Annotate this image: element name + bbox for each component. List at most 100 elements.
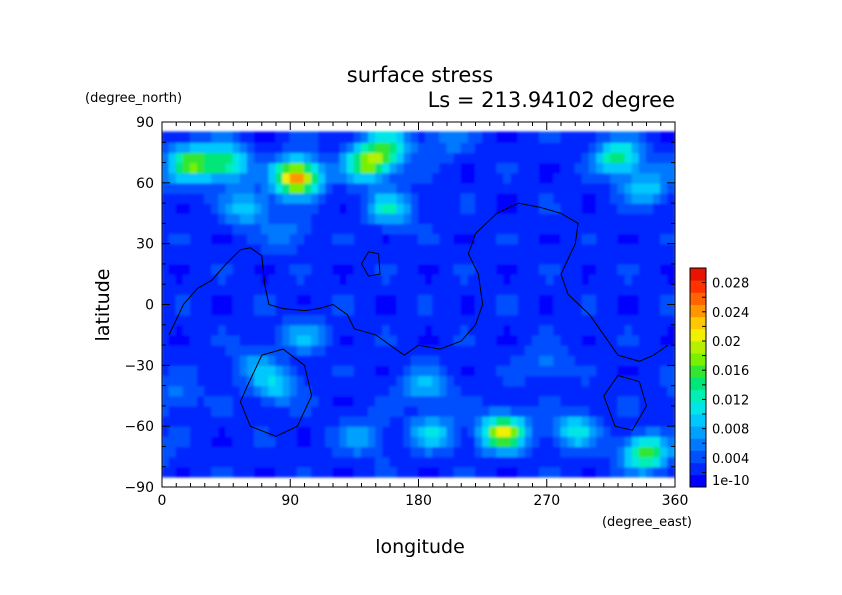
- heatmap-cell: [403, 314, 412, 326]
- heatmap-cell: [432, 161, 441, 174]
- heatmap-cell: [596, 202, 605, 214]
- colorbar-tick-label: 0.016: [712, 364, 749, 379]
- heatmap-cell: [482, 243, 491, 255]
- heatmap-cell: [218, 364, 227, 377]
- heatmap-cell: [596, 395, 605, 407]
- heatmap-cell: [553, 314, 562, 326]
- heatmap-cell: [403, 435, 412, 448]
- heatmap-cell: [581, 303, 591, 316]
- heatmap-cell: [311, 232, 320, 245]
- heatmap-cell: [204, 445, 213, 458]
- heatmap-cell: [197, 395, 206, 407]
- heatmap-cell: [446, 466, 455, 478]
- heatmap-cell: [275, 141, 284, 154]
- heatmap-cell: [332, 161, 341, 174]
- heatmap-cell: [517, 263, 526, 275]
- heatmap-cell: [460, 314, 469, 326]
- heatmap-cell: [204, 212, 213, 224]
- heatmap-cell: [332, 222, 341, 235]
- heatmap-cell: [667, 202, 675, 214]
- heatmap-cell: [660, 374, 669, 387]
- heatmap-cell: [510, 243, 519, 255]
- heatmap-cell: [439, 212, 448, 224]
- heatmap-cell: [631, 425, 640, 437]
- heatmap-cell: [268, 202, 277, 214]
- heatmap-cell: [417, 435, 427, 448]
- heatmap-cell: [517, 253, 526, 265]
- heatmap-cell: [638, 182, 648, 194]
- heatmap-cell: [432, 232, 441, 245]
- heatmap-cell: [581, 466, 591, 478]
- heatmap-cell: [254, 283, 263, 295]
- heatmap-cell: [624, 385, 633, 397]
- heatmap-cell: [268, 293, 277, 306]
- heatmap-cell: [531, 374, 541, 387]
- colorbar-segment: [690, 474, 706, 488]
- heatmap-cell: [403, 172, 412, 184]
- heatmap-cell: [368, 131, 377, 143]
- heatmap-cell: [653, 192, 662, 204]
- heatmap-cell: [474, 151, 484, 164]
- heatmap-cell: [581, 283, 591, 295]
- heatmap-cell: [539, 283, 548, 295]
- heatmap-cell: [631, 161, 640, 174]
- heatmap-cell: [318, 273, 327, 285]
- heatmap-cell: [218, 192, 227, 204]
- heatmap-cell: [638, 202, 648, 214]
- heatmap-cell: [254, 232, 263, 245]
- heatmap-cell: [162, 253, 170, 265]
- heatmap-cell: [382, 425, 391, 437]
- heatmap-cell: [453, 425, 462, 437]
- heatmap-cell: [239, 303, 249, 316]
- heatmap-cell: [339, 455, 348, 468]
- y-tick-label: 90: [136, 115, 154, 131]
- heatmap-cell: [218, 415, 227, 427]
- heatmap-cell: [546, 374, 555, 387]
- heatmap-cell: [239, 354, 249, 366]
- heatmap-cell: [232, 303, 241, 316]
- heatmap-cell: [489, 263, 498, 275]
- heatmap-cell: [189, 243, 199, 255]
- heatmap-cell: [610, 314, 619, 326]
- heatmap-cell: [432, 455, 441, 468]
- heatmap-cell: [389, 182, 398, 194]
- heatmap-cell: [524, 202, 534, 214]
- heatmap-cell: [439, 364, 448, 377]
- heatmap-cell: [275, 395, 284, 407]
- heatmap-cell: [474, 314, 484, 326]
- heatmap-cell: [360, 222, 370, 235]
- heatmap-cell: [289, 445, 298, 458]
- heatmap-cell: [596, 182, 605, 194]
- heatmap-cell: [332, 466, 341, 478]
- heatmap-cell: [603, 232, 612, 245]
- heatmap-cell: [303, 202, 313, 214]
- heatmap-cell: [603, 192, 612, 204]
- heatmap-cell: [261, 455, 270, 468]
- heatmap-cell: [282, 131, 291, 143]
- heatmap-cell: [282, 212, 291, 224]
- heatmap-cell: [225, 415, 234, 427]
- heatmap-cell: [524, 172, 534, 184]
- heatmap-cell: [425, 445, 434, 458]
- heatmap-cell: [261, 445, 270, 458]
- heatmap-cell: [282, 161, 291, 174]
- heatmap-cell: [467, 303, 477, 316]
- heatmap-cell: [360, 314, 370, 326]
- heatmap-cell: [296, 151, 306, 164]
- heatmap-cell: [638, 222, 648, 235]
- heatmap-cell: [482, 161, 491, 174]
- heatmap-cell: [275, 374, 284, 387]
- heatmap-cell: [389, 283, 398, 295]
- heatmap-cell: [524, 395, 534, 407]
- heatmap-cell: [425, 273, 434, 285]
- heatmap-cell: [218, 263, 227, 275]
- heatmap-cell: [182, 354, 192, 366]
- heatmap-cell: [346, 131, 355, 143]
- heatmap-cell: [162, 385, 170, 397]
- heatmap-cell: [410, 131, 420, 143]
- heatmap-cell: [353, 445, 363, 458]
- heatmap-cell: [375, 172, 384, 184]
- heatmap-cell: [239, 172, 249, 184]
- heatmap-cell: [261, 273, 270, 285]
- heatmap-cell: [417, 324, 427, 336]
